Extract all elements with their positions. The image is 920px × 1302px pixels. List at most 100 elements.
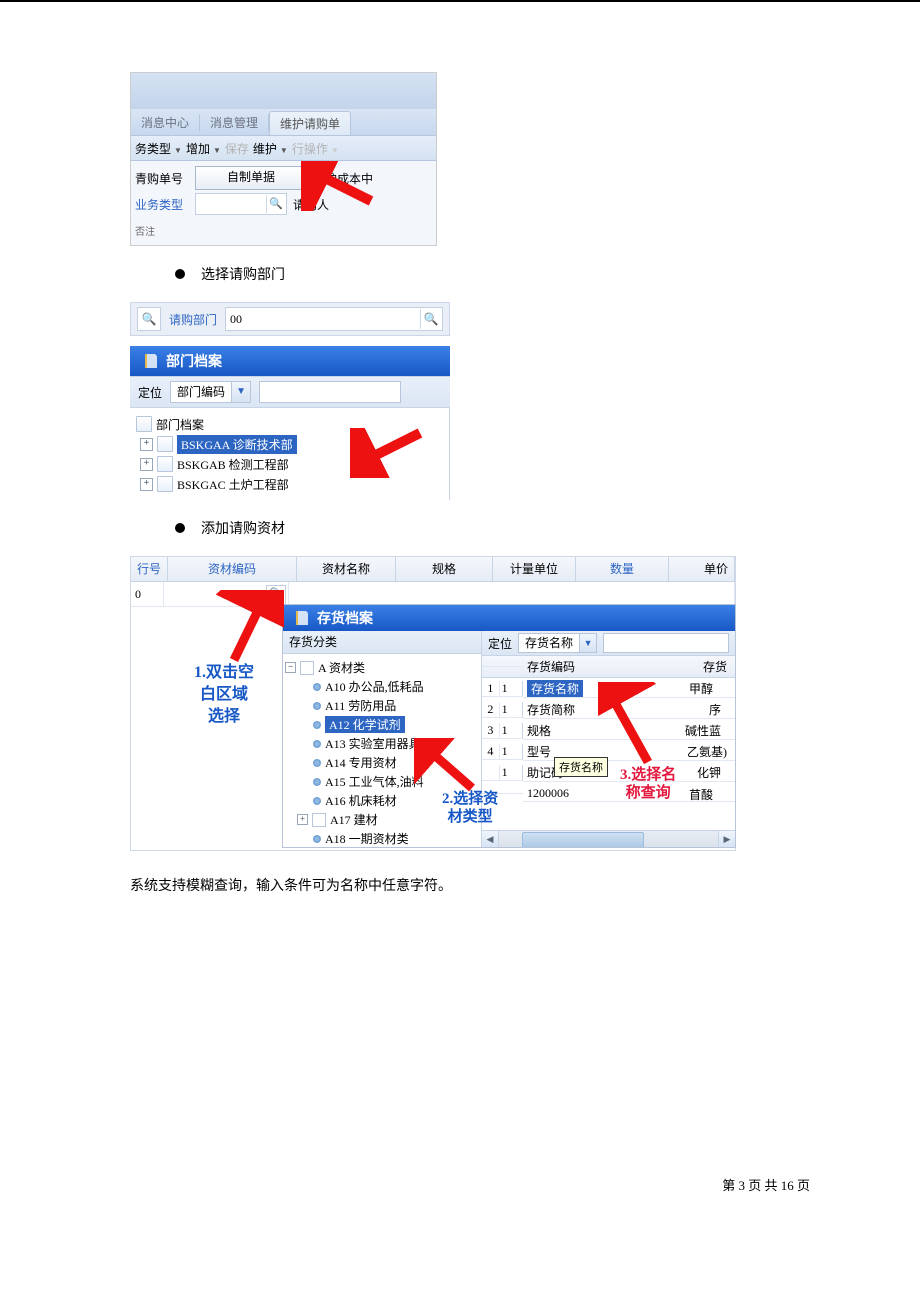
- window-titlebar: [131, 73, 436, 109]
- annotation-3: 3.选择名 称查询: [620, 766, 676, 802]
- cat-a13[interactable]: A13 实验室用器具: [325, 735, 421, 752]
- tree-root[interactable]: 部门档案: [156, 416, 204, 433]
- screenshot-dept-select: 🔍 请购部门 00 🔍 部门档案 定位 部门编码 ▼ 部门档案: [130, 302, 450, 500]
- search-icon[interactable]: 🔍: [137, 307, 161, 331]
- tab-msg-manage[interactable]: 消息管理: [200, 114, 269, 131]
- combo-dept-code[interactable]: 部门编码 ▼: [170, 381, 251, 403]
- inv-window-header: 存货档案: [283, 605, 735, 631]
- expander-icon[interactable]: +: [140, 478, 153, 491]
- col-qty[interactable]: 数量: [576, 557, 669, 581]
- label-cost-center: 土炉成本中: [313, 170, 373, 187]
- red-arrow-icon: [414, 738, 484, 798]
- h-scrollbar[interactable]: ◀ ▶: [482, 830, 735, 847]
- cat-a14[interactable]: A14 专用资材: [325, 754, 397, 771]
- grid-columns: 行号 资材编码 资材名称 规格 计量单位 数量 单价: [131, 557, 735, 582]
- row-model[interactable]: 型号: [527, 743, 551, 760]
- col-name[interactable]: 资材名称: [297, 557, 396, 581]
- row-v1: 甲醇: [689, 680, 713, 697]
- ball-icon: [313, 683, 321, 691]
- row-v4: 乙氨基): [687, 743, 727, 760]
- row-short[interactable]: 存货简称: [527, 701, 575, 718]
- scroll-left-icon[interactable]: ◀: [482, 831, 499, 847]
- col-unit[interactable]: 计量单位: [493, 557, 576, 581]
- expander-icon[interactable]: +: [140, 438, 153, 451]
- cat-a15[interactable]: A15 工业气体,油料: [325, 773, 424, 790]
- red-arrow-icon: [598, 682, 668, 772]
- book-icon: [293, 609, 311, 627]
- col-code[interactable]: 资材编码: [168, 557, 297, 581]
- form-area: 青购单号 自制单据 土炉成本中 业务类型 🔍 请购人 否注: [131, 161, 436, 245]
- search-icon[interactable]: 🔍: [266, 195, 285, 213]
- toolbar: 务类型 ▼ 增加 ▼ 保存 维护 ▼ 行操作 ▼: [131, 136, 436, 161]
- row-v2: 序: [709, 701, 721, 718]
- btn-maintain[interactable]: 维护 ▼: [253, 140, 288, 157]
- col-row-no[interactable]: 行号: [131, 557, 168, 581]
- page-footer: 第 3 页 共 16 页: [80, 1175, 840, 1194]
- inv-locate-row: 定位 存货名称 ▼: [482, 631, 735, 656]
- label-req-dept: 请购部门: [169, 311, 217, 328]
- btn-save[interactable]: 保存: [225, 140, 249, 157]
- book-icon: [142, 352, 160, 370]
- chevron-down-icon[interactable]: ▼: [579, 634, 596, 652]
- btn-add[interactable]: 增加 ▼: [186, 140, 221, 157]
- row-v6: 苜酸: [689, 786, 713, 803]
- col-spec[interactable]: 规格: [396, 557, 493, 581]
- dept-top-row: 🔍 请购部门 00 🔍: [130, 302, 450, 336]
- col-inv-code[interactable]: 存货编码: [527, 658, 575, 675]
- label-biz-type: 业务类型: [133, 196, 189, 213]
- tree-n2[interactable]: BSKGAB 检测工程部: [177, 456, 289, 473]
- ball-icon: [313, 759, 321, 767]
- bullet-dot-icon: [175, 523, 185, 533]
- ball-icon: [313, 835, 321, 843]
- input-biz-type[interactable]: 🔍: [195, 193, 287, 215]
- screenshot-inv-select: 行号 资材编码 资材名称 规格 计量单位 数量 单价 0 🔍 存货档案: [130, 556, 734, 851]
- scroll-thumb[interactable]: [522, 832, 644, 847]
- cat-root[interactable]: A 资材类: [318, 659, 365, 676]
- annotation-1: 1.双击空 白区域 选择: [194, 662, 254, 728]
- bullet-text-2: 添加请购资材: [201, 518, 285, 538]
- row-v5: 化钾: [697, 764, 721, 781]
- input-dept[interactable]: 00 🔍: [225, 307, 443, 331]
- cat-a12[interactable]: A12 化学试剂: [325, 716, 405, 733]
- cat-a10[interactable]: A10 办公品,低耗品: [325, 678, 424, 695]
- label-remark-cut: 否注: [133, 223, 155, 238]
- tree-n1[interactable]: BSKGAA 诊断技术部: [177, 435, 297, 454]
- btn-self-doc[interactable]: 自制单据: [195, 166, 307, 190]
- dept-locate-row: 定位 部门编码 ▼: [130, 376, 450, 408]
- tab-msg-center[interactable]: 消息中心: [131, 114, 200, 131]
- combo-inv-name[interactable]: 存货名称 ▼: [518, 633, 597, 653]
- expander-icon[interactable]: +: [140, 458, 153, 471]
- col-price[interactable]: 单价: [669, 557, 735, 581]
- cell-row-no: 0: [131, 582, 164, 607]
- btn-biz-type[interactable]: 务类型 ▼: [135, 140, 182, 157]
- col-inv[interactable]: 存货: [703, 658, 727, 675]
- tree-n3[interactable]: BSKGAC 土炉工程部: [177, 476, 289, 493]
- label-locate: 定位: [488, 635, 512, 652]
- expander-icon[interactable]: +: [297, 814, 308, 825]
- screenshot-request-form: 消息中心 消息管理 维护请购单 务类型 ▼ 增加 ▼ 保存 维护 ▼ 行操作 ▼…: [130, 72, 437, 246]
- ball-icon: [313, 740, 321, 748]
- cat-a18[interactable]: A18 一期资材类: [325, 830, 409, 847]
- page-icon: [157, 476, 173, 492]
- label-requester: 请购人: [293, 196, 329, 213]
- red-arrow-icon: [214, 590, 284, 670]
- expander-icon[interactable]: −: [285, 662, 296, 673]
- chevron-down-icon[interactable]: ▼: [231, 382, 250, 402]
- cat-a16[interactable]: A16 机床耗材: [325, 792, 397, 809]
- tab-maintain-request[interactable]: 维护请购单: [269, 111, 351, 135]
- paragraph: 系统支持模糊查询，输入条件可为名称中任意字符。: [130, 875, 840, 895]
- input-inv-locate[interactable]: [603, 633, 729, 653]
- row-spec[interactable]: 规格: [527, 722, 551, 739]
- ball-icon: [313, 797, 321, 805]
- row-v3: 碱性蓝: [685, 722, 721, 739]
- input-locate[interactable]: [259, 381, 401, 403]
- cat-a17[interactable]: A17 建材: [330, 811, 378, 828]
- btn-row-op[interactable]: 行操作 ▼: [292, 140, 339, 157]
- page-icon: [300, 661, 314, 675]
- scroll-right-icon[interactable]: ▶: [718, 831, 735, 847]
- cat-a11[interactable]: A11 劳防用品: [325, 697, 396, 714]
- bullet-1: 选择请购部门: [175, 264, 840, 284]
- search-icon[interactable]: 🔍: [420, 309, 441, 329]
- row-invname[interactable]: 存货名称: [527, 680, 583, 697]
- bullet-2: 添加请购资材: [175, 518, 840, 538]
